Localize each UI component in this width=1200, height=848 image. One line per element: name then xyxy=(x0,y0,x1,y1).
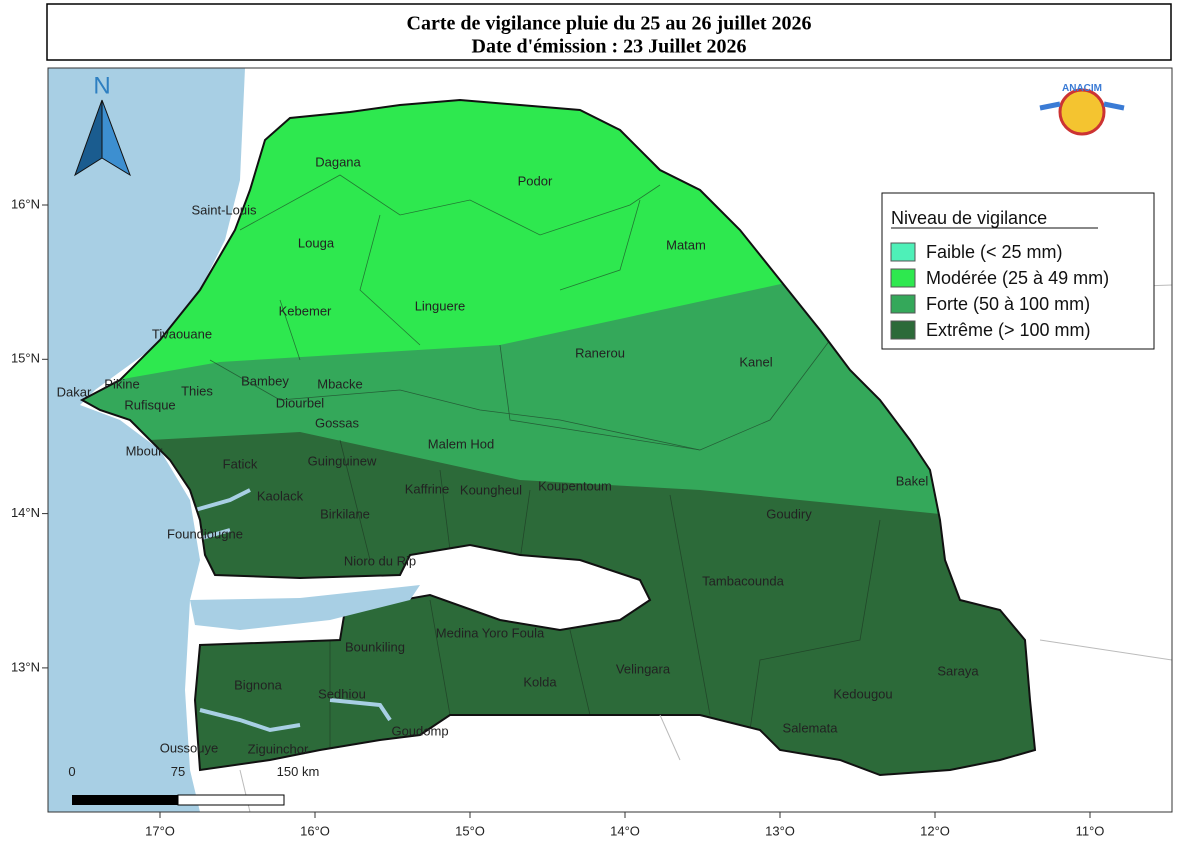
place-label: Bakel xyxy=(896,473,929,488)
subtitle: Date d'émission : 23 Juillet 2026 xyxy=(472,36,747,58)
place-label: Dakar xyxy=(57,384,92,399)
place-label: Thies xyxy=(181,383,213,398)
place-label: Koungheul xyxy=(460,482,522,497)
logo-text: ANACIM xyxy=(1062,83,1102,94)
place-label: Kanel xyxy=(739,354,772,369)
place-label: Malem Hod xyxy=(428,436,494,451)
lon-label: 12°O xyxy=(920,823,950,838)
north-arrow-right xyxy=(101,99,131,177)
logo xyxy=(1058,88,1106,136)
axes: 16°N 15°N 14°N 13°N 17°O 16°O 15°O 14°O 13°O 12°O… xyxy=(11,196,1104,838)
place-label: Bambey xyxy=(241,373,289,388)
legend-swatch xyxy=(890,320,916,340)
place-label: Birkilane xyxy=(320,506,370,521)
place-label: Kaolack xyxy=(257,488,304,503)
ocean xyxy=(48,68,245,812)
place-label: Koupentoum xyxy=(538,478,612,493)
place-label: Tambacounda xyxy=(702,573,784,588)
place-label: Rufisque xyxy=(124,397,175,412)
lon-label: 14°O xyxy=(610,823,640,838)
place-label: Mbacke xyxy=(317,376,363,391)
place-label: Kolda xyxy=(523,674,557,689)
place-label: Medina Yoro Foula xyxy=(436,625,545,640)
place-label: Podor xyxy=(518,173,553,188)
place-label: Guinguinew xyxy=(308,453,377,468)
place-label: Fatick xyxy=(223,456,258,471)
dept-borders xyxy=(209,174,881,750)
place-label: Nioro du Rip xyxy=(344,553,416,568)
place-label: Ziguinchor xyxy=(248,741,309,756)
legend-swatch xyxy=(890,268,916,288)
scale-labels: 0 75 150 km xyxy=(68,764,319,779)
place-label: Goudomp xyxy=(391,723,448,738)
place-label: Bignona xyxy=(234,677,282,692)
title-box xyxy=(46,3,1172,61)
logo-wings xyxy=(1039,101,1125,111)
lon-label: 16°O xyxy=(300,823,330,838)
place-label: Linguere xyxy=(415,298,466,313)
place-label: Salemata xyxy=(783,720,839,735)
north-label: N xyxy=(93,72,110,99)
places: Dagana Saint-Louis Podor Louga Matam Linguere… xyxy=(57,154,980,756)
lon-label: 13°O xyxy=(765,823,795,838)
legend-label: Modérée (25 à 49 mm) xyxy=(926,268,1109,288)
gambia-river xyxy=(190,585,420,630)
place-label: Saraya xyxy=(937,663,979,678)
lon-label: 15°O xyxy=(455,823,485,838)
place-label: Oussouye xyxy=(160,740,219,755)
lat-label: 15°N xyxy=(11,351,40,366)
map-body: Dagana Saint-Louis Podor Louga Matam Linguere… xyxy=(48,68,1172,812)
legend-title: Niveau de vigilance xyxy=(891,208,1047,228)
place-label: Foundiougne xyxy=(167,526,243,541)
lon-label: 11°O xyxy=(1076,823,1105,838)
scale-label: 75 xyxy=(171,764,185,779)
legend-swatch xyxy=(890,242,916,262)
place-label: Pikine xyxy=(104,376,139,391)
lat-label: 13°N xyxy=(11,659,40,674)
place-label: Goudiry xyxy=(766,506,812,521)
place-label: Mbour xyxy=(126,443,164,458)
legend-label: Faible (< 25 mm) xyxy=(926,242,1063,262)
scale-label: 0 xyxy=(68,764,75,779)
legend-items: Faible (< 25 mm) Modérée (25 à 49 mm) Fort… xyxy=(890,242,1109,340)
place-label: Sedhiou xyxy=(318,686,366,701)
lat-label: 14°N xyxy=(11,505,40,520)
place-label: Gossas xyxy=(315,415,360,430)
place-label: Bounkiling xyxy=(345,639,405,654)
legend-label: Forte (50 à 100 mm) xyxy=(926,294,1090,314)
place-label: Velingara xyxy=(616,661,671,676)
place-label: Tivaouane xyxy=(152,326,212,341)
scale-black xyxy=(72,795,178,805)
legend-box xyxy=(881,192,1155,350)
place-label: Saint-Louis xyxy=(191,202,257,217)
lat-label: 16°N xyxy=(11,196,40,211)
place-label: Kebemer xyxy=(279,303,332,318)
scale-label: 150 km xyxy=(277,764,320,779)
scale-white xyxy=(177,794,285,806)
title: Carte de vigilance pluie du 25 au 26 jui… xyxy=(407,13,812,35)
map-frame xyxy=(47,67,1173,813)
place-label: Dagana xyxy=(315,154,361,169)
lon-label: 17°O xyxy=(145,823,175,838)
legend-swatch xyxy=(890,294,916,314)
place-label: Ranerou xyxy=(575,345,625,360)
legend-label: Extrême (> 100 mm) xyxy=(926,320,1091,340)
place-label: Louga xyxy=(298,235,335,250)
place-label: Kaffrine xyxy=(405,481,450,496)
place-label: Kedougou xyxy=(833,686,892,701)
place-label: Diourbel xyxy=(276,395,325,410)
place-label: Matam xyxy=(666,237,706,252)
